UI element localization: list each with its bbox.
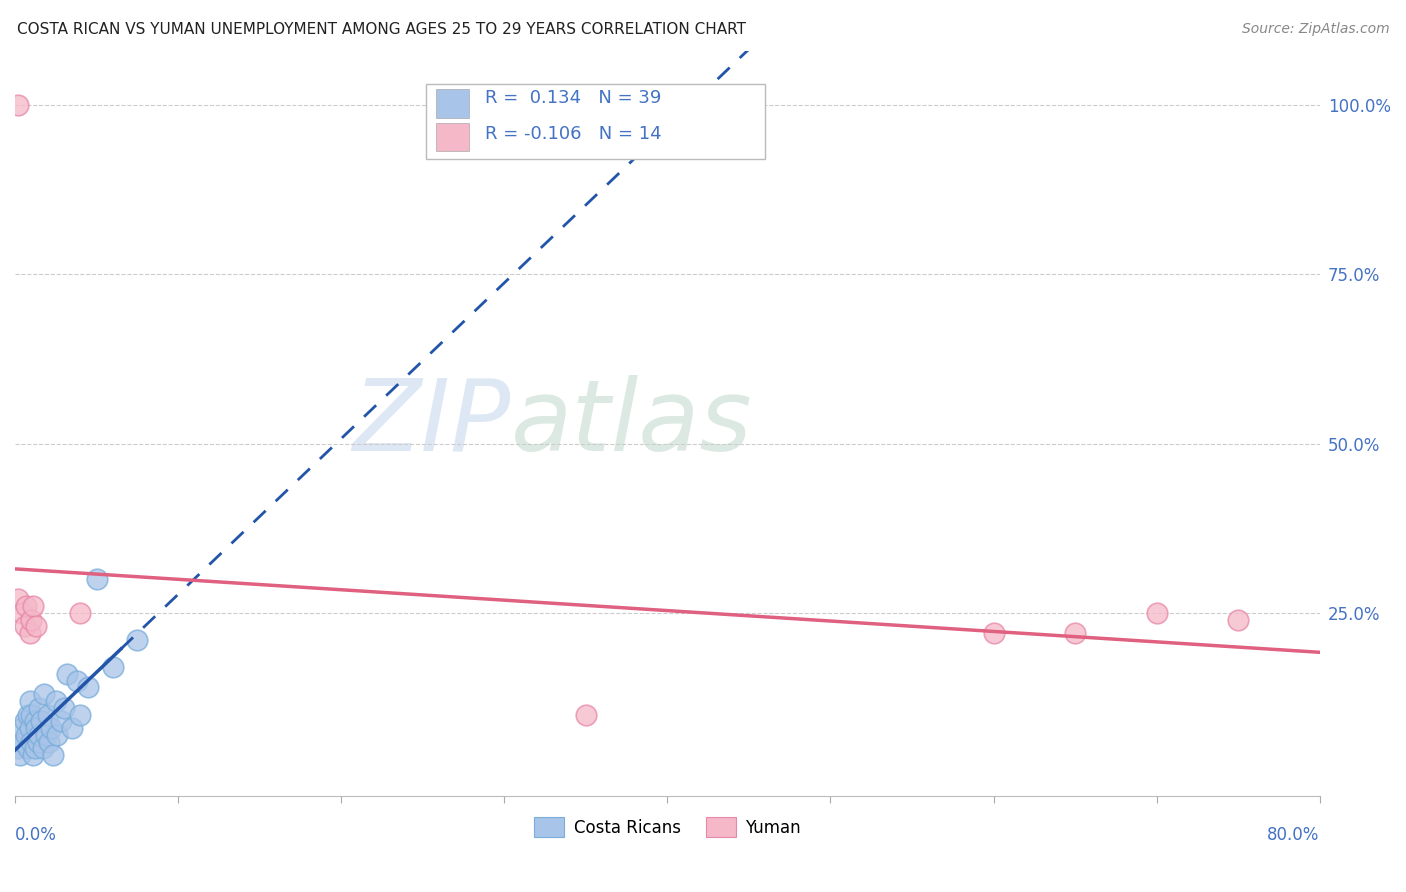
Text: ZIP: ZIP (353, 375, 510, 472)
Point (127, 633, 149, 648)
Point (52, 700, 75, 714)
Point (14, 714, 37, 729)
Point (575, 707, 598, 722)
Text: Source: ZipAtlas.com: Source: ZipAtlas.com (1241, 22, 1389, 37)
Point (14, 619, 37, 633)
Point (11, 734, 34, 748)
Point (20, 734, 42, 748)
FancyBboxPatch shape (426, 84, 765, 159)
Point (1146, 606, 1168, 620)
Point (28, 728, 51, 742)
Point (15, 728, 38, 742)
Point (69, 707, 91, 722)
Point (24, 741, 46, 756)
Point (7, 98, 30, 112)
Point (37, 707, 59, 722)
Point (7, 592, 30, 607)
Point (20, 613, 42, 627)
Point (983, 626, 1005, 640)
Legend: Costa Ricans, Yuman: Costa Ricans, Yuman (527, 811, 808, 844)
Point (18, 721, 41, 735)
Point (34, 687, 56, 701)
Text: R =  0.134   N = 39: R = 0.134 N = 39 (485, 88, 661, 107)
Point (60, 721, 83, 735)
FancyBboxPatch shape (436, 123, 470, 152)
Point (101, 660, 124, 674)
Point (66, 673, 89, 688)
Point (45, 694, 67, 708)
Point (8, 748, 31, 763)
Point (38, 734, 60, 748)
Point (39, 721, 62, 735)
Text: 80.0%: 80.0% (1267, 826, 1320, 844)
Text: COSTA RICAN VS YUMAN UNEMPLOYMENT AMONG AGES 25 TO 29 YEARS CORRELATION CHART: COSTA RICAN VS YUMAN UNEMPLOYMENT AMONG … (17, 22, 745, 37)
Point (27, 734, 49, 748)
Point (77, 681, 100, 695)
Point (56, 667, 79, 681)
FancyBboxPatch shape (436, 89, 470, 118)
Point (15, 599, 38, 614)
Point (31, 741, 53, 756)
Point (69, 606, 91, 620)
Point (10, 721, 32, 735)
Text: R = -0.106   N = 14: R = -0.106 N = 14 (485, 125, 661, 143)
Point (1064, 626, 1087, 640)
Point (86, 572, 108, 586)
Point (17, 707, 39, 722)
Point (35, 728, 58, 742)
Point (20, 707, 42, 722)
Point (24, 714, 46, 729)
Point (18, 626, 41, 640)
Point (30, 714, 52, 729)
Point (41, 748, 63, 763)
Point (25, 619, 48, 633)
Text: 0.0%: 0.0% (15, 826, 56, 844)
Point (49, 714, 72, 729)
Point (18, 694, 41, 708)
Point (21, 599, 44, 614)
Point (28, 700, 51, 714)
Text: atlas: atlas (510, 375, 752, 472)
Point (10, 606, 32, 620)
Point (17, 741, 39, 756)
Point (21, 748, 44, 763)
Point (25, 721, 48, 735)
Point (1227, 613, 1250, 627)
Point (7, 741, 30, 756)
Point (46, 728, 69, 742)
